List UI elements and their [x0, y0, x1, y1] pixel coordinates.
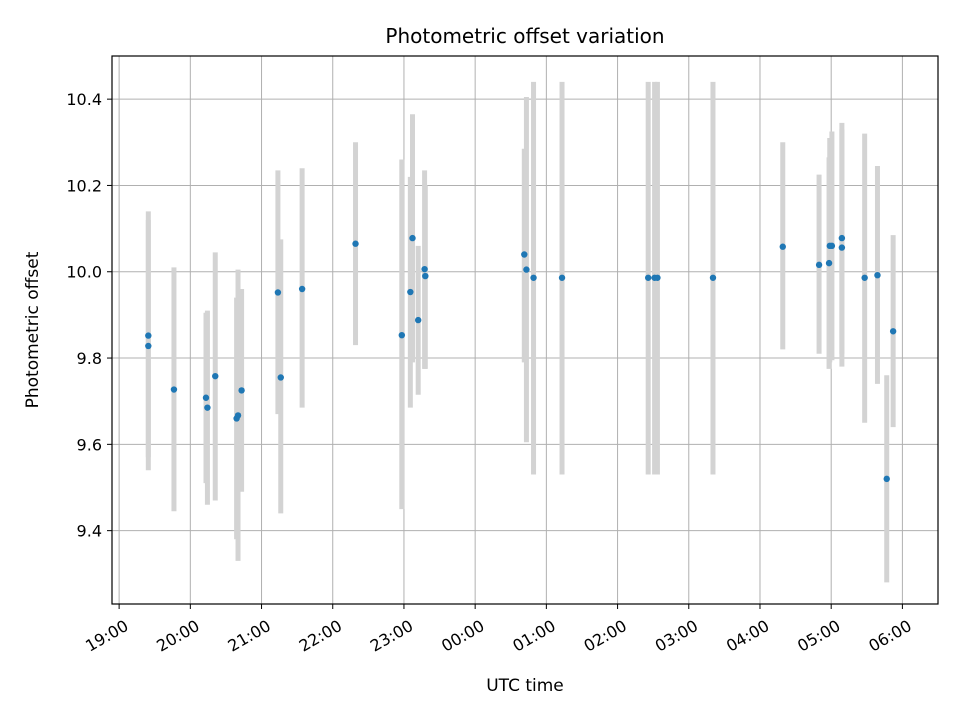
data-point: [838, 244, 846, 251]
data-point: [644, 274, 652, 281]
data-point: [409, 234, 416, 242]
data-point: [521, 251, 528, 258]
y-tick-label: 9.4: [77, 522, 102, 541]
data-point: [212, 372, 219, 380]
y-tick-label: 10.2: [66, 176, 102, 195]
data-point: [530, 274, 537, 281]
chart-title: Photometric offset variation: [385, 24, 664, 48]
data-point: [414, 316, 422, 324]
x-axis-label: UTC time: [486, 676, 564, 696]
data-point: [277, 374, 284, 381]
data-point: [883, 475, 890, 483]
y-axis-label: Photometric offset: [23, 251, 43, 408]
y-axis: 9.4 9.6 9.8 10.0 10.2 10.4: [66, 90, 112, 541]
data-points: [145, 234, 897, 483]
data-point: [398, 331, 406, 339]
data-point: [407, 288, 414, 296]
data-point: [234, 412, 242, 419]
data-point: [422, 272, 429, 280]
data-point: [709, 274, 717, 281]
data-point: [838, 234, 846, 242]
y-tick-label: 10.0: [66, 263, 102, 282]
data-point: [298, 285, 306, 293]
data-point: [828, 242, 836, 250]
plot-frame: [111, 55, 939, 605]
data-point: [523, 266, 530, 273]
data-point: [204, 404, 211, 411]
data-point: [654, 274, 661, 281]
data-point: [238, 387, 245, 394]
y-tick-label: 10.4: [66, 90, 102, 109]
y-tick-label: 9.6: [77, 435, 102, 454]
data-point: [861, 274, 868, 281]
data-point: [202, 394, 210, 401]
data-point: [274, 289, 282, 296]
data-point: [874, 272, 881, 279]
data-point: [558, 274, 566, 281]
data-point: [825, 259, 833, 267]
data-point: [145, 342, 152, 350]
data-point: [145, 332, 152, 339]
y-tick-label: 9.8: [77, 349, 102, 368]
data-point: [170, 386, 178, 393]
data-point: [815, 261, 823, 269]
data-point: [779, 243, 786, 250]
data-point: [421, 265, 428, 273]
data-point: [352, 240, 359, 247]
data-point: [889, 328, 897, 335]
